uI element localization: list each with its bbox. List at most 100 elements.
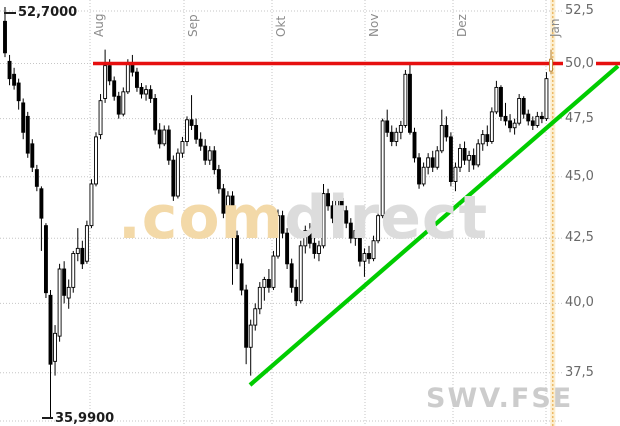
candle-body <box>162 129 167 145</box>
candle-body <box>326 193 330 207</box>
month-label: Aug <box>92 13 106 37</box>
y-tick-label: 50,0 <box>565 55 594 71</box>
candle-body <box>3 20 7 54</box>
candle-body <box>512 122 517 129</box>
candle-body <box>262 279 267 288</box>
candle-body <box>517 98 522 124</box>
candle-body <box>312 242 317 254</box>
candle-body <box>266 279 271 288</box>
y-tick-label: 45,0 <box>565 168 594 184</box>
high-price-label: 52,7000 <box>18 5 78 20</box>
candle-body <box>530 120 535 126</box>
candle-body <box>471 155 476 166</box>
candle-body <box>144 89 149 95</box>
candle-body <box>212 150 217 171</box>
candle-body <box>485 134 490 142</box>
symbol-label: SWV.FSE <box>426 383 574 414</box>
candle-body <box>244 289 249 348</box>
watermark-direct: direct <box>284 183 489 253</box>
candle-body <box>458 148 462 168</box>
candle-body <box>80 247 85 265</box>
candle-body <box>289 263 294 288</box>
low-price-label: 35,9900 <box>55 411 115 426</box>
candle-body <box>139 86 144 95</box>
candle-body <box>307 230 312 244</box>
candle-body <box>253 308 258 326</box>
candle-body <box>25 115 30 154</box>
candle-body <box>121 91 126 115</box>
candle-body <box>426 157 431 168</box>
candle-body <box>448 136 453 183</box>
candle-body <box>344 210 349 224</box>
candle-body <box>16 82 21 102</box>
candle-body <box>189 119 194 126</box>
candle-body <box>435 150 440 168</box>
y-tick-label: 47,5 <box>565 110 594 126</box>
candle-body <box>12 73 17 86</box>
candle-body <box>280 215 285 234</box>
candle-body <box>116 95 121 115</box>
candle-body <box>257 286 262 310</box>
candle-body <box>107 65 112 82</box>
candle-body <box>376 215 381 242</box>
candle-body <box>207 150 212 161</box>
candle-body <box>235 235 240 265</box>
candle-body <box>62 268 67 296</box>
month-label: Okt <box>274 15 288 37</box>
candle-body <box>230 195 235 237</box>
candle-body <box>321 193 326 247</box>
candle-body <box>103 65 108 99</box>
candle-body <box>148 89 153 99</box>
candle-body <box>84 225 89 262</box>
candle-body <box>216 169 221 190</box>
candle-body <box>494 86 499 113</box>
candle-body <box>317 245 321 254</box>
candle-body <box>444 125 449 138</box>
candle-body <box>53 332 57 362</box>
candle-body <box>75 247 80 254</box>
y-tick-label: 52,5 <box>565 3 594 19</box>
candle-body <box>503 115 508 122</box>
low-price-tick <box>42 417 53 419</box>
watermark: .comdirect <box>118 183 488 253</box>
candle-body <box>185 119 189 142</box>
candle-body <box>539 115 544 120</box>
candle-body <box>71 253 76 288</box>
candle-body <box>357 230 362 262</box>
candle-body <box>171 159 176 197</box>
candle-body <box>180 141 185 154</box>
candle-body <box>285 232 290 265</box>
candle-body <box>94 136 98 185</box>
candle-body <box>453 166 458 183</box>
candle-body <box>194 125 199 140</box>
candle-body <box>30 143 35 168</box>
candle-body <box>476 143 481 166</box>
candle-body <box>21 102 26 133</box>
candle-body <box>153 98 158 131</box>
candle-body <box>166 129 171 161</box>
y-tick-label: 40,0 <box>565 295 594 311</box>
candle-body <box>339 198 344 212</box>
candle-body <box>44 225 48 294</box>
high-price-tick <box>4 12 16 14</box>
candle-body <box>134 71 139 88</box>
candle-body <box>271 255 276 288</box>
candle-body <box>353 230 358 239</box>
y-tick-label: 37,5 <box>565 364 594 380</box>
candle-body <box>98 100 103 136</box>
candle-body <box>294 286 299 302</box>
candle-body <box>462 148 467 161</box>
candle-body <box>430 157 435 168</box>
candle-body <box>389 131 394 142</box>
month-label: Jan <box>548 18 562 38</box>
candle-body <box>403 73 408 126</box>
candle-body <box>508 120 512 129</box>
candle-body <box>526 113 531 122</box>
candle-body <box>380 120 385 217</box>
candle-body <box>521 98 526 115</box>
candle-body <box>499 86 503 117</box>
candle-body <box>544 78 549 120</box>
candle-body <box>385 120 390 133</box>
